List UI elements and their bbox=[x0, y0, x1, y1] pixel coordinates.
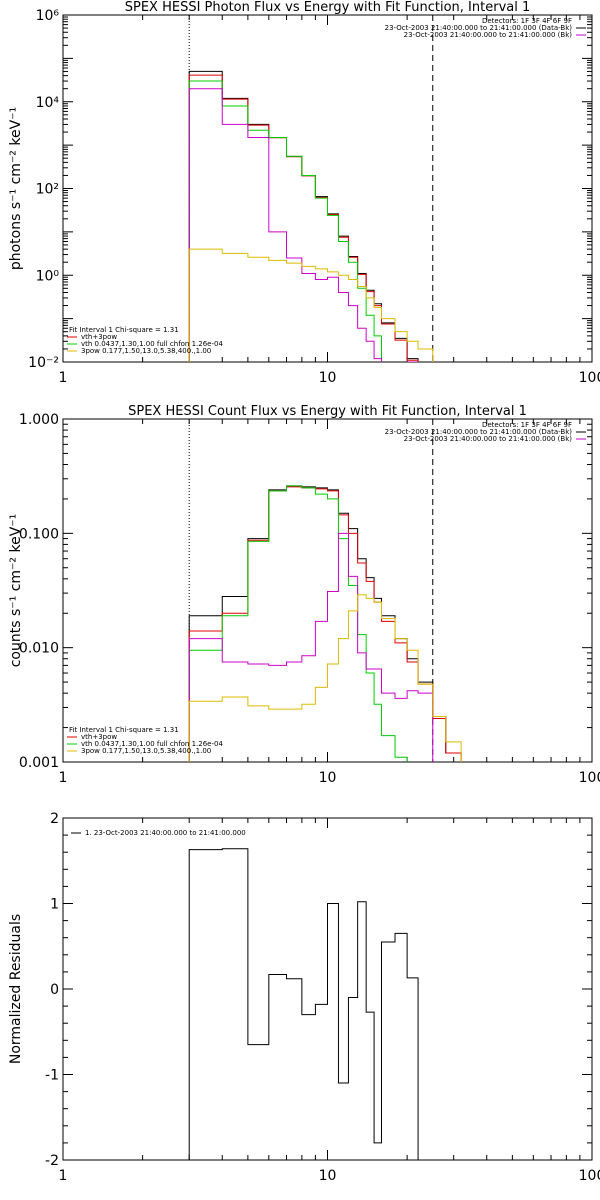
y-axis-label: photons s⁻¹ cm⁻² keV⁻¹ bbox=[8, 107, 24, 270]
y-tick-label: 2 bbox=[50, 811, 59, 827]
y-axis-label: counts s⁻¹ cm⁻² keV⁻¹ bbox=[8, 514, 24, 668]
legend-text: vth 0.0437,1.30,1.00 full chfon 1.26e-04 bbox=[81, 340, 223, 348]
y-axis-label: Normalized Residuals bbox=[8, 914, 24, 1064]
series-line bbox=[188, 532, 434, 762]
series-line bbox=[188, 485, 408, 762]
x-tick-label: 100 bbox=[579, 1168, 600, 1184]
legend-text: 3pow 0.177,1.50,13.0,5.38,400.,1.00 bbox=[81, 347, 211, 355]
legend-text: Fit Interval 1 Chi-square = 1.31 bbox=[69, 326, 179, 334]
chart-title: SPEX HESSI Count Flux vs Energy with Fit… bbox=[128, 404, 527, 419]
y-tick-label: -2 bbox=[45, 1153, 59, 1169]
y-tick-label: 1 bbox=[50, 897, 59, 913]
series-line bbox=[188, 248, 434, 362]
x-tick-label: 10 bbox=[319, 1168, 337, 1184]
series-line bbox=[188, 485, 462, 762]
legend-text: Fit Interval 1 Chi-square = 1.31 bbox=[69, 726, 179, 734]
x-tick-label: 100 bbox=[579, 770, 600, 786]
legend-text: 23-Oct-2003 21:40:00.000 to 21:41:00.000… bbox=[385, 24, 573, 32]
legend-text: 3pow 0.177,1.50,13.0,5.38,400.,1.00 bbox=[81, 747, 211, 755]
chart-2: SPEX HESSI Count Flux vs Energy with Fit… bbox=[8, 404, 600, 786]
legend-text: 23-Oct-2003 21:40:00.000 to 21:41:00.000… bbox=[385, 428, 573, 436]
x-tick-label: 10 bbox=[319, 770, 337, 786]
legend-text: vth+3pow bbox=[81, 733, 117, 741]
series-group bbox=[188, 848, 419, 1160]
y-tick-label: 1.000 bbox=[19, 412, 59, 428]
y-tick-label: -1 bbox=[45, 1068, 59, 1084]
y-tick-label: 0 bbox=[50, 982, 59, 998]
series-line bbox=[188, 486, 462, 762]
y-tick-label: 10⁻² bbox=[28, 355, 59, 371]
y-tick-label: 0.001 bbox=[19, 755, 59, 771]
legend-text: Detectors: 1F 3F 4F 6F 9F bbox=[482, 17, 572, 25]
series-line bbox=[188, 848, 419, 1160]
series-line bbox=[188, 70, 419, 362]
series-group bbox=[188, 70, 434, 362]
y-tick-label: 0.010 bbox=[19, 641, 59, 657]
series-line bbox=[188, 594, 462, 762]
series-line bbox=[188, 74, 419, 362]
y-tick-label: 0.100 bbox=[19, 526, 59, 542]
legend-text: 1. 23-Oct-2003 21:40:00.000 to 21:41:00.… bbox=[85, 829, 246, 837]
plot-frame bbox=[62, 418, 593, 763]
chart-1: SPEX HESSI Photon Flux vs Energy with Fi… bbox=[8, 0, 600, 386]
chart-3: Normalized Residuals 1 10 100 -2 -1 0 1 2 1. 23-O… bbox=[8, 811, 600, 1184]
x-tick-label: 10 bbox=[319, 370, 337, 386]
legend-text: Detectors: 1F 3F 4F 6F 9F bbox=[482, 421, 572, 429]
legend-text: vth 0.0437,1.30,1.00 full chfon 1.26e-04 bbox=[81, 740, 223, 748]
y-tick-label: 10² bbox=[36, 182, 59, 198]
x-tick-label: 100 bbox=[579, 370, 600, 386]
legend-text: 23-Oct-2003 21:40:00.000 to 21:41:00.000… bbox=[404, 31, 573, 39]
series-group bbox=[188, 485, 462, 762]
legend-text: 23-Oct-2003 21:40:00.000 to 21:41:00.000… bbox=[404, 435, 573, 443]
x-tick-label: 1 bbox=[59, 370, 68, 386]
plot-frame bbox=[62, 14, 593, 363]
y-tick-label: 10⁰ bbox=[36, 268, 60, 284]
y-tick-label: 10⁶ bbox=[36, 8, 60, 24]
x-tick-label: 1 bbox=[59, 1168, 68, 1184]
chart-title: SPEX HESSI Photon Flux vs Energy with Fi… bbox=[125, 0, 531, 15]
x-tick-label: 1 bbox=[59, 770, 68, 786]
legend-text: vth+3pow bbox=[81, 333, 117, 341]
series-line bbox=[188, 80, 382, 362]
y-tick-label: 10⁴ bbox=[36, 95, 60, 111]
series-line bbox=[188, 88, 419, 362]
